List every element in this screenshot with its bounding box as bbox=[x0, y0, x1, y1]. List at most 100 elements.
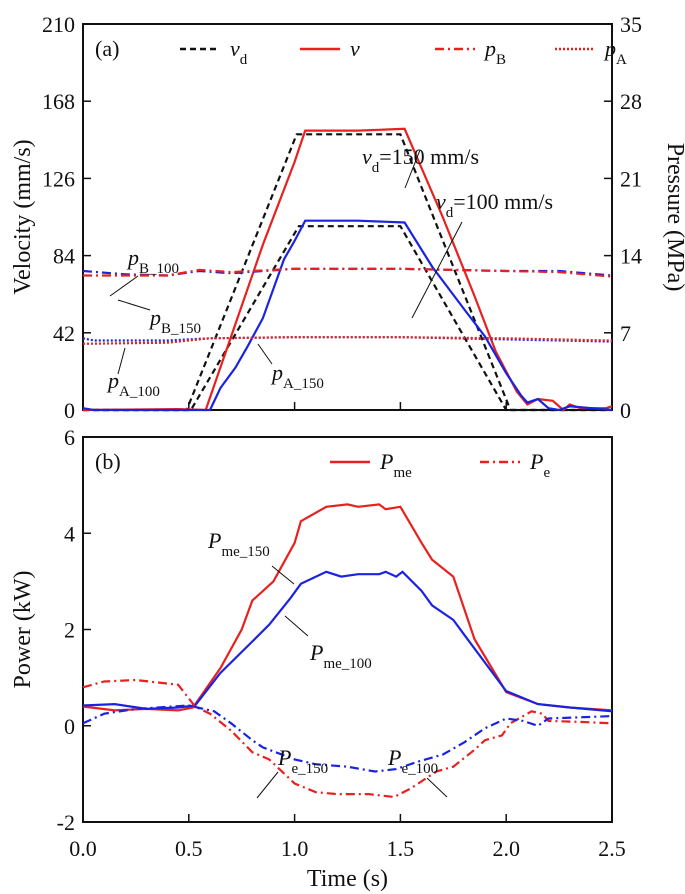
series-Pe-150 bbox=[82, 678, 613, 799]
leader-line bbox=[271, 565, 295, 585]
series-pB-150 bbox=[83, 267, 613, 278]
annotation-pe100: Pe_100 bbox=[387, 745, 438, 777]
y-axis-label: Power (kW) bbox=[10, 571, 36, 689]
annotation-vd100-main: v bbox=[436, 189, 446, 214]
x-tick-label: 0.5 bbox=[175, 836, 203, 861]
annotation-pB150-sub: B_150 bbox=[161, 321, 201, 337]
y-tick-label: 0 bbox=[64, 714, 75, 739]
annotation-pme150-sub: me_150 bbox=[221, 544, 269, 560]
annotation-vd150: vd=150 mm/s bbox=[362, 144, 479, 176]
annotation-pme100-main: P bbox=[309, 640, 323, 665]
legend-entry: Pme bbox=[379, 449, 412, 481]
leader-line bbox=[109, 275, 139, 297]
x-tick-label: 1.0 bbox=[281, 836, 309, 861]
x-tick-label: 2.5 bbox=[598, 836, 626, 861]
y-tick-label: 6 bbox=[64, 425, 75, 450]
annotation-pA100-main: p bbox=[106, 368, 119, 393]
y2-tick-label: 35 bbox=[620, 12, 642, 37]
annotation-pe100-sub: e_100 bbox=[401, 761, 438, 777]
leader-line bbox=[284, 615, 309, 637]
leader-line bbox=[117, 299, 151, 311]
series-vd-100 bbox=[83, 225, 612, 412]
annotation-pA100: pA_100 bbox=[106, 368, 160, 400]
legend-entry-sub: e bbox=[543, 465, 550, 481]
x-tick-label: 1.5 bbox=[387, 836, 415, 861]
annotation-pB100-sub: B_100 bbox=[139, 261, 179, 277]
annotation-vd100-sub: d bbox=[446, 205, 454, 221]
x-axis-label: Time (s) bbox=[307, 866, 388, 892]
legend-entry: vd bbox=[230, 36, 248, 68]
annotation-pA150-main: p bbox=[270, 360, 283, 385]
annotation-pe150-sub: e_150 bbox=[291, 761, 328, 777]
annotation-pA150: pA_150 bbox=[270, 360, 324, 392]
y2-tick-label: 21 bbox=[620, 166, 642, 191]
annotation-pA100-sub: A_100 bbox=[119, 384, 160, 400]
annotation-vd100: vd=100 mm/s bbox=[436, 189, 553, 221]
series-vd-150 bbox=[83, 133, 612, 412]
y-tick-label: 84 bbox=[53, 244, 75, 269]
leader-line bbox=[404, 149, 421, 189]
annotation-pe150-main: P bbox=[277, 745, 291, 770]
leader-line bbox=[411, 221, 463, 319]
y2-tick-label: 14 bbox=[620, 244, 642, 269]
annotation-pB150: pB_150 bbox=[148, 305, 201, 337]
plot-frame bbox=[82, 23, 613, 411]
legend-entry-main: p bbox=[603, 36, 616, 61]
legend-entry-main: P bbox=[529, 449, 543, 474]
series-Pme-100 bbox=[82, 570, 613, 713]
y-tick-label: 0 bbox=[64, 398, 75, 423]
annotation-pB100-main: p bbox=[126, 245, 139, 270]
y-tick-label: 2 bbox=[64, 618, 75, 643]
legend-entry-sub: A bbox=[616, 52, 627, 68]
legend-entry-main: P bbox=[379, 449, 393, 474]
annotation-vd150-main: v bbox=[362, 144, 372, 169]
legend-entry-sub: me bbox=[393, 465, 412, 481]
y-tick-label: 4 bbox=[64, 521, 75, 546]
annotation-pA150-sub: A_150 bbox=[283, 376, 324, 392]
y-tick-label: 210 bbox=[42, 12, 75, 37]
leader-line bbox=[257, 343, 273, 365]
annotation-pme100-sub: me_100 bbox=[323, 656, 371, 672]
y2-tick-label: 28 bbox=[620, 89, 642, 114]
annotation-vd150-sub: d bbox=[372, 160, 380, 176]
leader-line bbox=[426, 777, 448, 798]
legend-entry: v bbox=[350, 36, 360, 61]
legend-entry-main: p bbox=[483, 36, 496, 61]
annotation-pe100-main: P bbox=[387, 745, 401, 770]
annotation-pme150-main: P bbox=[207, 528, 221, 553]
leader-line bbox=[256, 771, 279, 799]
legend-entry-sub: B bbox=[496, 52, 506, 68]
x-tick-label: 0.0 bbox=[69, 836, 97, 861]
legend-entry: pB bbox=[483, 36, 506, 68]
annotation-pme150: Pme_150 bbox=[207, 528, 270, 560]
y2-axis-label: Pressure (MPa) bbox=[662, 143, 685, 292]
y2-tick-label: 0 bbox=[620, 398, 631, 423]
annotation-pme100: Pme_100 bbox=[309, 640, 372, 672]
y-tick-label: 126 bbox=[42, 166, 75, 191]
series-v-100 bbox=[82, 219, 613, 412]
annotation-vd150-rest: =150 mm/s bbox=[379, 144, 479, 169]
legend-entry-main: v bbox=[350, 36, 360, 61]
series-Pme-150 bbox=[82, 503, 613, 712]
y-tick-label: 168 bbox=[42, 89, 75, 114]
annotation-vd100-rest: =100 mm/s bbox=[453, 189, 553, 214]
series-Pe-100 bbox=[82, 704, 613, 773]
panel-label: (a) bbox=[95, 36, 119, 61]
annotation-pB100: pB_100 bbox=[126, 245, 179, 277]
annotation-pB150-main: p bbox=[148, 305, 161, 330]
panel-label: (b) bbox=[95, 449, 121, 474]
annotation-pe150: Pe_150 bbox=[277, 745, 328, 777]
legend-entry-main: v bbox=[230, 36, 240, 61]
y-tick-label: -2 bbox=[57, 810, 75, 835]
series-pA-150 bbox=[82, 336, 613, 345]
plot-frame bbox=[82, 436, 613, 823]
legend-entry: pA bbox=[603, 36, 627, 68]
y2-tick-label: 7 bbox=[620, 321, 631, 346]
legend-entry-sub: d bbox=[240, 52, 248, 68]
y-axis-label: Velocity (mm/s) bbox=[10, 139, 36, 294]
y-tick-label: 42 bbox=[53, 321, 75, 346]
leader-line bbox=[117, 347, 126, 375]
legend-entry: Pe bbox=[529, 449, 550, 481]
